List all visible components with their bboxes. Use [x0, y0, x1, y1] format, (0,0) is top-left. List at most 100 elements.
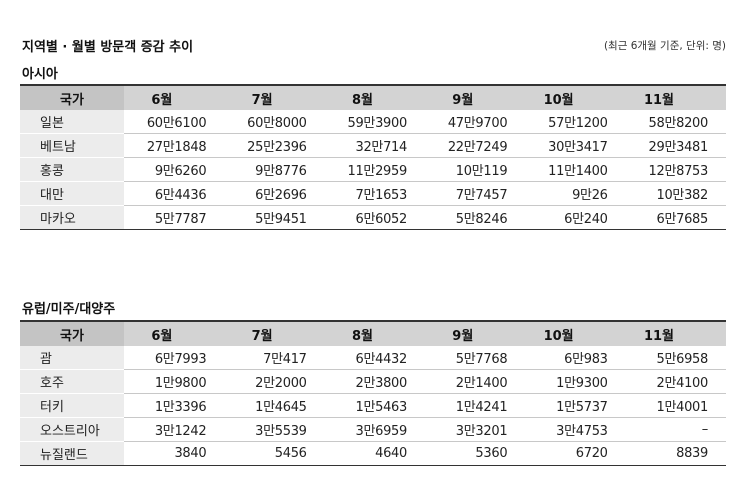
unit-note: (최근 6개월 기준, 단위: 명)	[603, 40, 726, 52]
table-row: 호주 1만9800 2만2000 2만3800 2만1400 1만9300 2만…	[20, 369, 726, 394]
table-row: 괌 6만7993 7만417 6만4432 5만7768 6만983 5만695…	[20, 346, 726, 370]
value-cell: 32만714	[324, 133, 425, 158]
value-cell: 3만3201	[424, 417, 526, 442]
value-cell: –	[625, 417, 726, 442]
value-cell: 5만9451	[224, 205, 325, 230]
value-cell: 2만1400	[424, 369, 526, 394]
value-cell: 1만5737	[525, 393, 626, 418]
country-cell: 홍콩	[20, 157, 124, 182]
value-cell: 1만4645	[224, 393, 325, 418]
country-cell: 일본	[20, 110, 124, 134]
country-cell: 터키	[20, 393, 124, 418]
value-cell: 5만7787	[124, 205, 225, 230]
header-month: 7월	[224, 84, 325, 110]
value-cell: 6만7685	[625, 205, 726, 230]
value-cell: 2만4100	[625, 369, 726, 394]
value-cell: 11만2959	[324, 157, 425, 182]
value-cell: 30만3417	[525, 133, 626, 158]
value-cell: 3840	[124, 441, 225, 466]
country-cell: 베트남	[20, 133, 124, 158]
value-cell: 2만3800	[324, 369, 425, 394]
table-row: 터키 1만3396 1만4645 1만5463 1만4241 1만5737 1만…	[20, 393, 726, 418]
value-cell: 9만8776	[224, 157, 325, 182]
value-cell: 7만7457	[424, 181, 526, 206]
value-cell: 9만6260	[124, 157, 225, 182]
value-cell: 6만7993	[124, 346, 225, 370]
value-cell: 7만1653	[324, 181, 425, 206]
table-row: 베트남 27만1848 25만2396 32만714 22만7249 30만34…	[20, 133, 726, 158]
value-cell: 25만2396	[224, 133, 325, 158]
value-cell: 6만240	[525, 205, 626, 230]
table-header-row: 국가 6월 7월 8월 9월 10월 11월	[20, 84, 726, 110]
table-row: 오스트리아 3만1242 3만5539 3만6959 3만3201 3만4753…	[20, 417, 726, 442]
value-cell: 6만983	[525, 346, 626, 370]
value-cell: 6만6052	[324, 205, 425, 230]
header-month: 10월	[525, 320, 626, 346]
value-cell: 3만1242	[124, 417, 225, 442]
country-cell: 괌	[20, 346, 124, 370]
value-cell: 47만9700	[424, 110, 526, 134]
value-cell: 6만4432	[324, 346, 425, 370]
header-month: 7월	[224, 320, 325, 346]
country-cell: 마카오	[20, 205, 124, 230]
table-header-row: 국가 6월 7월 8월 9월 10월 11월	[20, 320, 726, 346]
header-country: 국가	[20, 320, 124, 346]
table-row: 대만 6만4436 6만2696 7만1653 7만7457 9만26 10만3…	[20, 181, 726, 206]
value-cell: 57만1200	[525, 110, 626, 134]
value-cell: 59만3900	[324, 110, 425, 134]
value-cell: 29만3481	[625, 133, 726, 158]
value-cell: 10만382	[625, 181, 726, 206]
value-cell: 9만26	[525, 181, 626, 206]
country-cell: 뉴질랜드	[20, 441, 124, 466]
europe-table: 국가 6월 7월 8월 9월 10월 11월 괌 6만7993 7만417 6만…	[20, 320, 726, 466]
value-cell: 8839	[625, 441, 726, 466]
value-cell: 1만4241	[424, 393, 526, 418]
country-cell: 대만	[20, 181, 124, 206]
value-cell: 1만5463	[324, 393, 425, 418]
table-row: 뉴질랜드 3840 5456 4640 5360 6720 8839	[20, 441, 726, 466]
country-cell: 호주	[20, 369, 124, 394]
value-cell: 1만9800	[124, 369, 225, 394]
value-cell: 4640	[324, 441, 425, 466]
value-cell: 5456	[224, 441, 325, 466]
page-title: 지역별 · 월별 방문객 증감 추이	[22, 40, 194, 55]
value-cell: 6만4436	[124, 181, 225, 206]
section-title-europe: 유럽/미주/대양주	[22, 302, 116, 317]
table-row: 일본 60만6100 60만8000 59만3900 47만9700 57만12…	[20, 110, 726, 134]
value-cell: 60만8000	[224, 110, 325, 134]
header-month: 9월	[424, 320, 526, 346]
header-month: 11월	[625, 84, 726, 110]
section-title-asia: 아시아	[22, 67, 58, 82]
value-cell: 3만4753	[525, 417, 626, 442]
value-cell: 10만119	[424, 157, 526, 182]
value-cell: 1만3396	[124, 393, 225, 418]
table-row: 마카오 5만7787 5만9451 6만6052 5만8246 6만240 6만…	[20, 205, 726, 230]
value-cell: 6720	[525, 441, 626, 466]
header-month: 6월	[124, 320, 225, 346]
header-month: 11월	[625, 320, 726, 346]
value-cell: 7만417	[224, 346, 325, 370]
value-cell: 1만4001	[625, 393, 726, 418]
value-cell: 2만2000	[224, 369, 325, 394]
value-cell: 60만6100	[124, 110, 225, 134]
asia-table: 국가 6월 7월 8월 9월 10월 11월 일본 60만6100 60만800…	[20, 84, 726, 230]
value-cell: 5만6958	[625, 346, 726, 370]
value-cell: 5만7768	[424, 346, 526, 370]
value-cell: 27만1848	[124, 133, 225, 158]
header-country: 국가	[20, 84, 124, 110]
header-month: 6월	[124, 84, 225, 110]
value-cell: 3만6959	[324, 417, 425, 442]
country-cell: 오스트리아	[20, 417, 124, 442]
value-cell: 6만2696	[224, 181, 325, 206]
table-row: 홍콩 9만6260 9만8776 11만2959 10만119 11만1400 …	[20, 157, 726, 182]
header-month: 10월	[525, 84, 626, 110]
value-cell: 3만5539	[224, 417, 325, 442]
value-cell: 5360	[424, 441, 526, 466]
value-cell: 11만1400	[525, 157, 626, 182]
header-month: 8월	[324, 320, 425, 346]
value-cell: 22만7249	[424, 133, 526, 158]
value-cell: 1만9300	[525, 369, 626, 394]
value-cell: 58만8200	[625, 110, 726, 134]
value-cell: 12만8753	[625, 157, 726, 182]
header-month: 9월	[424, 84, 526, 110]
